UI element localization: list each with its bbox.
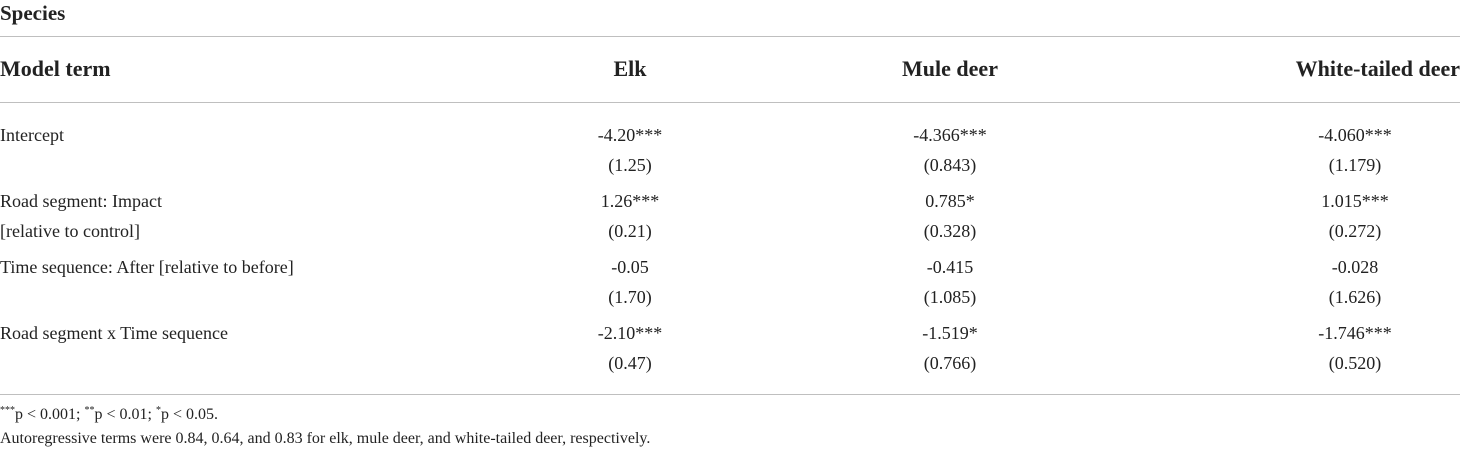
footnote-significance: ***p < 0.001; **p < 0.01; *p < 0.05. [0, 404, 218, 426]
elk-se: (0.47) [608, 353, 652, 373]
footnote-autoregressive: Autoregressive terms were 0.84, 0.64, an… [0, 430, 651, 447]
header-rule [0, 102, 1460, 103]
header-mule-deer: Mule deer [902, 56, 998, 81]
elk-se: (1.25) [608, 155, 652, 175]
bottom-rule [0, 394, 1460, 395]
sig-marker-3: *** [0, 405, 15, 416]
top-rule [0, 36, 1460, 37]
sig-marker-2: ** [84, 405, 95, 416]
mule-estimate: 0.785* [925, 191, 975, 211]
elk-estimate: -2.10*** [597, 323, 663, 343]
whitetail-se: (1.179) [1328, 155, 1382, 175]
elk-estimate: -4.20*** [597, 125, 663, 145]
mule-se: (0.843) [923, 155, 977, 175]
mule-se: (0.328) [923, 221, 977, 241]
mule-estimate: -0.415 [926, 257, 974, 277]
whitetail-se: (0.272) [1328, 221, 1382, 241]
elk-se: (1.70) [608, 287, 652, 307]
elk-estimate: -0.05 [611, 257, 649, 277]
elk-estimate: 1.26*** [600, 191, 660, 211]
row-term-cont: [relative to control] [0, 221, 140, 241]
mule-estimate: -1.519* [922, 323, 978, 343]
row-term: Road segment x Time sequence [0, 323, 228, 343]
header-model-term: Model term [0, 56, 111, 81]
whitetail-estimate: 1.015*** [1321, 191, 1389, 211]
whitetail-estimate: -0.028 [1331, 257, 1379, 277]
mule-estimate: -4.366*** [913, 125, 987, 145]
header-elk: Elk [613, 56, 647, 81]
row-term: Time sequence: After [relative to before… [0, 257, 294, 277]
sig-marker-1: * [155, 405, 161, 416]
mule-se: (1.085) [923, 287, 977, 307]
header-white-tailed-deer: White-tailed deer [1295, 56, 1460, 81]
sig-text-1: p < 0.001; [15, 406, 85, 423]
sig-text-2: p < 0.01; [94, 406, 156, 423]
table-caption-species: Species [0, 1, 66, 25]
row-term: Road segment: Impact [0, 191, 162, 211]
sig-text-3: p < 0.05. [160, 406, 218, 423]
mule-se: (0.766) [923, 353, 977, 373]
elk-se: (0.21) [608, 221, 652, 241]
whitetail-se: (0.520) [1328, 353, 1382, 373]
row-term: Intercept [0, 125, 64, 145]
whitetail-estimate: -1.746*** [1318, 323, 1392, 343]
whitetail-se: (1.626) [1328, 287, 1382, 307]
whitetail-estimate: -4.060*** [1318, 125, 1392, 145]
